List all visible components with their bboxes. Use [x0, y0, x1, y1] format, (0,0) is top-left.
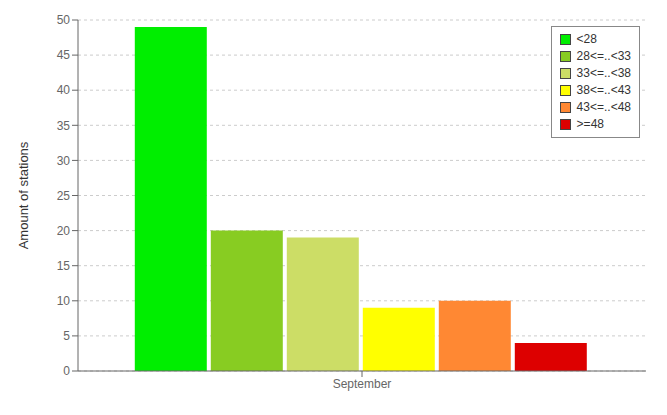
- svg-text:5: 5: [63, 329, 70, 343]
- html-text:28<=..<33: 28<=..<33: [576, 49, 631, 63]
- html-text:38<=..<43: 38<=..<43: [576, 83, 631, 97]
- svg-text:30: 30: [57, 154, 71, 168]
- svg-text:35: 35: [57, 119, 71, 133]
- svg-text:50: 50: [57, 13, 71, 27]
- svg-text:10: 10: [57, 294, 71, 308]
- svg-text:20: 20: [57, 224, 71, 238]
- svg-text:0: 0: [63, 364, 70, 378]
- svg-text:25: 25: [57, 189, 71, 203]
- svg-text:September: September: [333, 377, 392, 391]
- svg-text:15: 15: [57, 259, 71, 273]
- svg-text:Amount of stations: Amount of stations: [16, 141, 31, 249]
- svg-text:40: 40: [57, 83, 71, 97]
- html-text:43<=..<48: 43<=..<48: [576, 100, 631, 114]
- svg-text:45: 45: [57, 48, 71, 62]
- html-text:>=48: >=48: [576, 117, 604, 131]
- html-text:<28: <28: [576, 32, 597, 46]
- html-text:33<=..<38: 33<=..<38: [576, 66, 631, 80]
